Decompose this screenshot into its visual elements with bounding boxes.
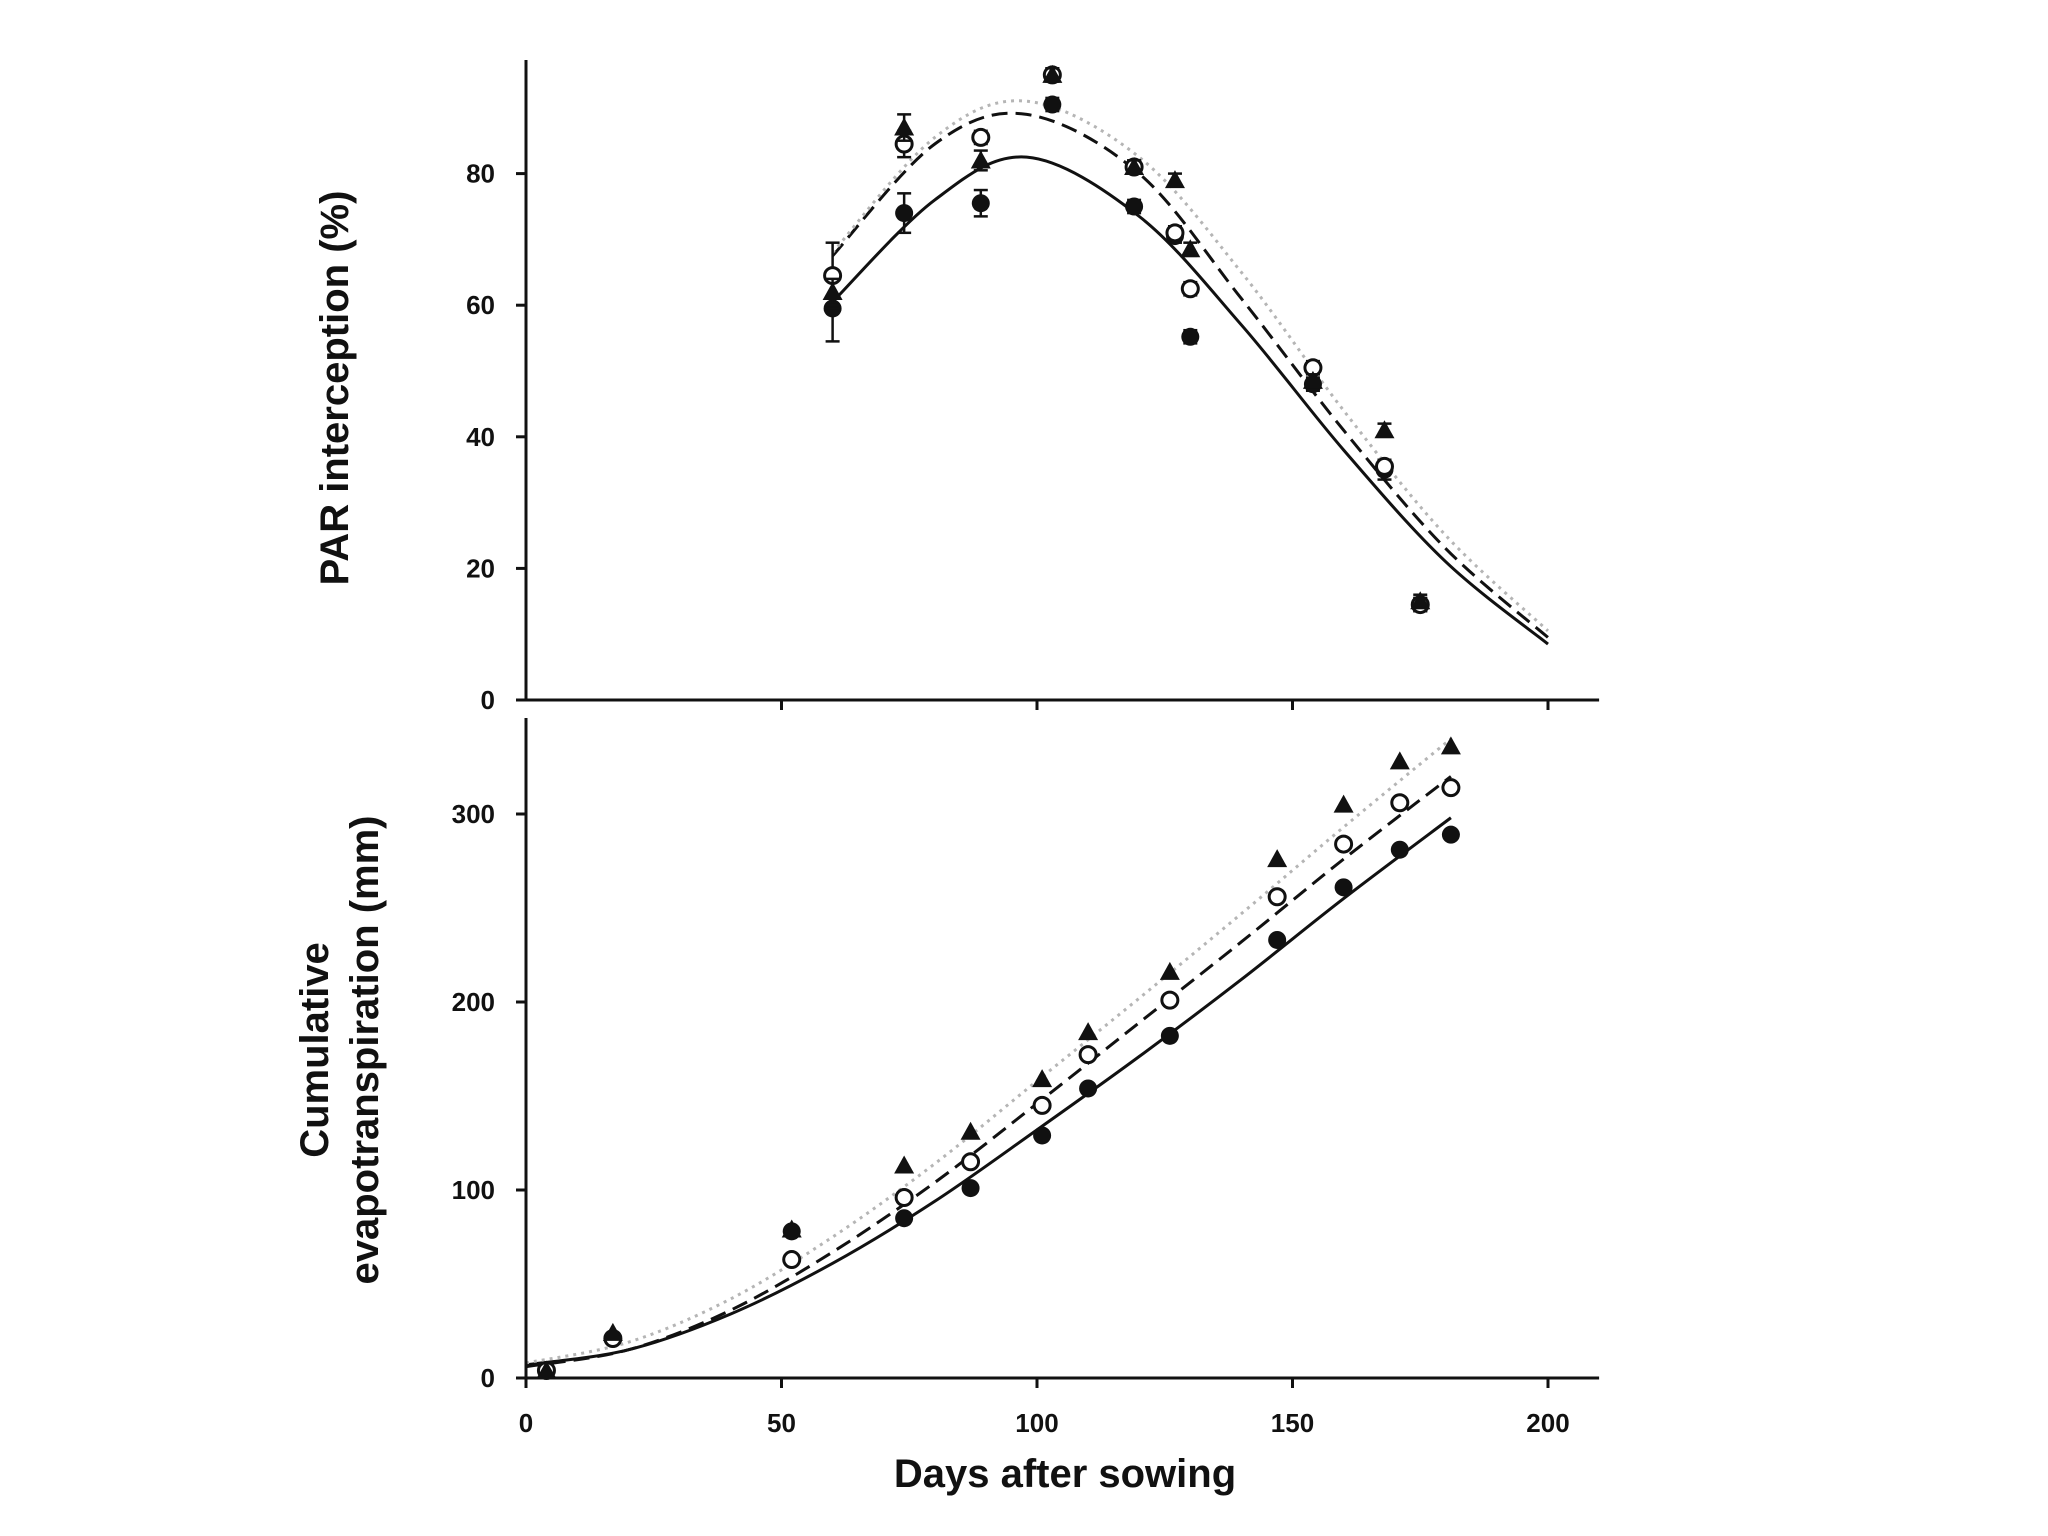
bot-open-circle-point [1441,778,1461,798]
top-dashed-fit-curve [831,111,1549,639]
bot-filled-circle-point [1334,878,1353,897]
bot-triangle-point [960,1121,981,1140]
bot-filled-circle-point [895,1209,914,1228]
top-triangle-point [822,282,843,301]
bot-open-circle-point [1267,887,1287,907]
top-triangle-point [970,150,991,169]
bot-triangle-point [602,1322,623,1341]
bot-filled-circle-point [961,1179,980,1198]
bot-y-tick-label: 300 [452,799,495,829]
bottom-fit-curves [525,737,1452,1369]
bot-triangle-point [1032,1069,1053,1088]
bot-open-circle-point [961,1152,981,1172]
bottom-axes: 0 100 200 300 0 50 100 150 200 [452,718,1600,1438]
bot-open-circle-point [1160,990,1180,1010]
top-y-tick-label: 60 [466,290,495,320]
bot-filled-circle-point [1268,930,1287,949]
top-y-tick-label: 0 [481,685,495,715]
top-open-circle-point [1165,223,1185,243]
bot-triangle-point [536,1360,557,1379]
top-triangle-point [1180,239,1201,258]
bot-open-circle-point [1032,1095,1052,1115]
y-axis-title-et-line2: evapotranspiration (mm) [343,816,387,1285]
top-triangle-point [1374,420,1395,439]
top-filled-circle-point [971,194,990,213]
bot-open-circle-point [782,1250,802,1270]
bot-y-tick-label: 100 [452,1175,495,1205]
bot-x-tick-label: 200 [1526,1408,1569,1438]
y-axis-title-et: Cumulative evapotranspiration (mm) [293,816,387,1285]
top-fit-curves [831,99,1550,646]
top-y-tick-label: 80 [466,159,495,189]
top-open-circle-point [971,127,991,147]
bot-triangle-point [1333,794,1354,813]
bot-filled-circle-point [1441,825,1460,844]
top-axes: 0 20 40 60 80 [466,60,1600,715]
bot-triangle-point [1267,849,1288,868]
top-triangle-point [1042,64,1063,83]
top-triangle-point [1410,591,1431,610]
top-triangle-point [1124,157,1145,176]
top-open-circle-point [1180,279,1200,299]
top-solid-fit-curve [831,155,1549,646]
top-filled-circle-point [1125,197,1144,216]
bot-triangle-point [781,1219,802,1238]
bot-x-tick-label: 0 [519,1408,533,1438]
bot-open-circle-point [1078,1045,1098,1065]
bot-x-tick-label: 100 [1015,1408,1058,1438]
top-triangle-point [1302,370,1323,389]
bot-filled-circle-point [1033,1126,1052,1145]
bot-triangle-point [1389,751,1410,770]
top-triangle-point [894,117,915,136]
top-filled-circle-point [895,204,914,223]
par-interception-panel: 0 20 40 60 80 PAR interception (%) [313,60,1600,715]
top-y-tick-label: 20 [466,553,495,583]
top-open-circle-point [1374,456,1394,476]
bot-open-circle-point [894,1188,914,1208]
top-dotted-fit-curve [831,99,1550,633]
top-y-tick-label: 40 [466,422,495,452]
bot-y-tick-label: 200 [452,987,495,1017]
bot-y-tick-label: 0 [481,1363,495,1393]
bot-open-circle-point [1334,834,1354,854]
bot-filled-circle-point [1390,840,1409,859]
bot-dotted-fit-curve [525,737,1452,1365]
bot-triangle-point [894,1155,915,1174]
bottom-data-points [536,736,1461,1380]
bot-dashed-fit-curve [525,775,1452,1369]
y-axis-title-et-line1: Cumulative [293,942,337,1158]
bot-open-circle-point [1390,793,1410,813]
bot-x-tick-label: 150 [1271,1408,1314,1438]
y-axis-title-par: PAR interception (%) [313,191,357,586]
evapotranspiration-panel: 0 100 200 300 0 50 100 150 200 Cumulative evapot… [293,718,1600,1496]
top-filled-circle-point [1043,95,1062,114]
top-filled-circle-point [1181,327,1200,346]
x-axis-title: Days after sowing [894,1452,1236,1496]
bot-triangle-point [1159,961,1180,980]
bot-filled-circle-point [1079,1079,1098,1098]
top-triangle-point [1164,170,1185,189]
bot-solid-fit-curve [525,816,1452,1367]
top-data-points [822,64,1431,615]
bot-x-tick-label: 50 [767,1408,796,1438]
bot-filled-circle-point [1160,1026,1179,1045]
bot-triangle-point [1078,1022,1099,1041]
bot-triangle-point [1440,736,1461,755]
